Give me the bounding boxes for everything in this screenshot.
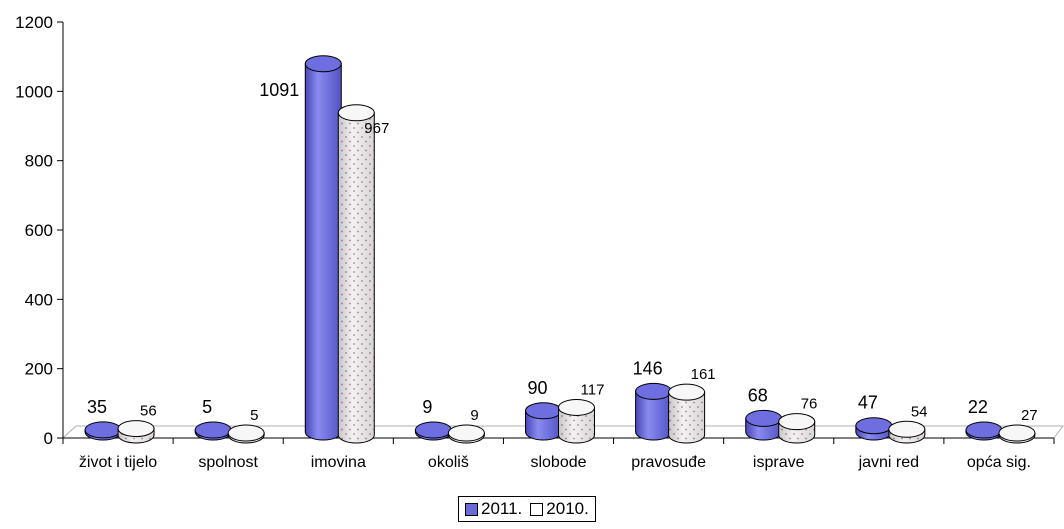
x-tick-label: javni red (858, 454, 919, 471)
value-label-2010: 9 (470, 407, 478, 424)
cylinder-2011 (525, 402, 562, 441)
cylinder-2011 (414, 421, 452, 441)
legend-label-2011: 2011. (481, 499, 523, 518)
bar-cap-2010 (998, 424, 1036, 442)
value-label-2011: 22 (968, 397, 988, 417)
y-tick-label: 600 (25, 221, 53, 240)
cylinder-2011 (635, 382, 673, 441)
bar-cap-2010 (668, 383, 706, 401)
legend-swatch-2011 (465, 502, 478, 516)
cylinder-2010 (337, 104, 375, 444)
bar-cap-2011 (965, 421, 1003, 439)
bar-cap-2011 (855, 417, 893, 435)
bar-cap-2011 (414, 421, 452, 439)
value-label-2010: 56 (140, 403, 157, 420)
cylinder-2011 (855, 417, 893, 441)
cylinder-2010 (998, 424, 1036, 444)
cylinder-2010 (778, 413, 816, 444)
value-label-2011: 9 (422, 397, 432, 417)
bar-cap-2010 (337, 104, 375, 122)
bar-cap-2011 (635, 382, 673, 400)
bar-cap-2010 (888, 420, 926, 438)
bar-body-2011 (304, 63, 342, 441)
cylinder-2010 (558, 398, 595, 444)
legend-item-2010: 2010. (530, 499, 589, 519)
bar-cap-2010 (227, 424, 265, 442)
cylinder-2010 (117, 420, 155, 444)
value-label-2011: 47 (858, 393, 878, 413)
value-label-2010: 117 (581, 381, 605, 398)
y-tick-label: 400 (25, 290, 53, 309)
value-label-2011: 1091 (259, 80, 299, 100)
value-label-2010: 27 (1021, 407, 1038, 424)
value-label-2011: 35 (87, 397, 107, 417)
y-tick-label: 200 (25, 360, 53, 379)
cylinder-2011 (304, 55, 342, 441)
value-label-2010: 161 (691, 366, 716, 383)
y-tick-label: 800 (25, 152, 53, 171)
bar-cap-2010 (558, 398, 595, 416)
bar-cap-2011 (525, 402, 562, 420)
cylinder-2011 (965, 421, 1003, 441)
value-label-2010: 967 (364, 120, 389, 137)
value-label-2010: 76 (801, 396, 818, 413)
cylinder-2010 (227, 424, 265, 444)
x-tick-label: imovina (311, 454, 366, 471)
x-tick-label: slobode (530, 454, 586, 471)
cylinder-2011 (745, 409, 783, 441)
legend-swatch-2010 (530, 502, 544, 516)
bar-cap-2011 (745, 409, 783, 427)
x-tick-label: pravosuđe (631, 454, 706, 471)
value-label-2011: 146 (633, 358, 663, 378)
value-label-2011: 5 (202, 397, 212, 417)
cylinder-2010 (447, 424, 485, 444)
y-tick-label: 0 (44, 429, 53, 448)
legend-item-2011: 2011. (465, 499, 522, 519)
x-tick-label: život i tijelo (79, 454, 157, 471)
cylinder-2010 (888, 420, 926, 444)
value-label-2011: 68 (748, 385, 768, 405)
x-tick-label: isprave (753, 454, 805, 471)
bar-shade-2010 (558, 407, 595, 443)
legend: 2011. 2010. (458, 496, 596, 522)
bar-shade-2010 (338, 112, 375, 444)
bar-cap-2011 (84, 421, 122, 439)
cylinder-2011 (194, 421, 232, 441)
value-label-2010: 54 (911, 403, 928, 420)
bar-cap-2010 (117, 420, 155, 438)
legend-label-2010: 2010. (546, 499, 589, 518)
bar-cap-2011 (194, 421, 232, 439)
cylinder-2010 (668, 383, 706, 444)
y-tick-label: 1000 (15, 82, 53, 101)
y-tick-label: 1200 (15, 13, 53, 32)
value-label-2010: 5 (250, 407, 258, 424)
value-label-2011: 90 (527, 378, 547, 398)
bar-cap-2011 (304, 55, 342, 73)
bar-cap-2010 (447, 424, 485, 442)
x-tick-label: spolnost (198, 454, 258, 471)
cylinder-2011 (84, 421, 122, 441)
bar-chart: 0 200 400 600 800 1000 1200 život i tijelo spoln… (15, 13, 1064, 471)
bar-shade-2010 (668, 392, 705, 443)
x-tick-label: opća sig. (967, 454, 1031, 471)
x-tick-label: okoliš (428, 454, 469, 471)
bar-cap-2010 (778, 413, 816, 431)
